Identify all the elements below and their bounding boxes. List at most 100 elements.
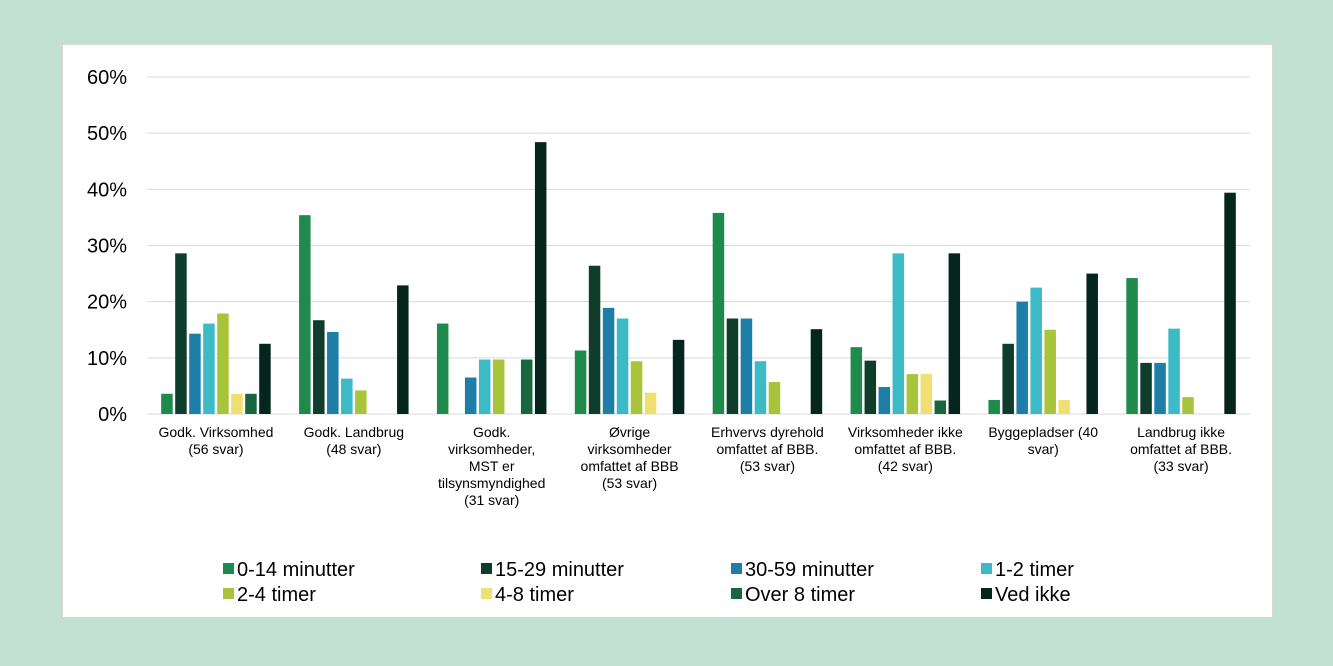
- bar-30-59-minutter: [1016, 301, 1028, 414]
- legend-label: 2-4 timer: [237, 584, 316, 606]
- bar-30-59-minutter: [602, 307, 615, 414]
- bars: [161, 142, 1236, 415]
- legend-label: Ved ikke: [995, 584, 1071, 606]
- legend-swatch: [731, 563, 742, 574]
- y-tick-label: 60%: [87, 67, 127, 89]
- bar-30-59-minutter: [878, 387, 891, 414]
- bar-15-29-minutter: [313, 320, 325, 414]
- legend-label: 1-2 timer: [995, 559, 1074, 581]
- bar-0-14-minutter: [988, 399, 1000, 414]
- legend-swatch: [981, 588, 992, 599]
- bar-15-29-minutter: [175, 253, 187, 414]
- bar-4-8-timer: [644, 392, 657, 414]
- bar-ved-ikke: [810, 329, 823, 414]
- x-category-label-line: omfattet af BBB.: [854, 441, 956, 457]
- x-category-label-line: (53 svar): [740, 458, 795, 474]
- bar-0-14-minutter: [574, 350, 587, 414]
- gridlines: [147, 76, 1250, 415]
- bar-15-29-minutter: [1002, 343, 1014, 414]
- x-category-label: Godk. Virksomhed (56 svar): [158, 424, 273, 457]
- x-category-label-line: Godk.: [473, 424, 510, 440]
- x-category-label: Øvrige virksomheder omfattet af BBB (53 sva…: [581, 424, 679, 491]
- x-category-label-line: virksomheder,: [448, 441, 535, 457]
- bar-ved-ikke: [397, 285, 409, 414]
- legend-label: 15-29 minutter: [495, 559, 624, 581]
- bar-ved-ikke: [672, 339, 685, 414]
- x-category-label: Virksomheder ikke omfattet af BBB. (42 sva…: [848, 424, 963, 474]
- x-category-label-line: (31 svar): [464, 492, 519, 508]
- x-category-label: Erhvervs dyrehold omfattet af BBB. (53 sva…: [711, 424, 824, 474]
- x-category-label-line: Godk. Virksomhed: [158, 424, 273, 440]
- y-tick-label: 0%: [98, 404, 127, 426]
- x-category-label-line: Byggepladser (40: [988, 424, 1098, 440]
- legend-item: 30-59 minutter: [731, 559, 874, 581]
- x-category-label-line: svar): [1028, 441, 1059, 457]
- legend-item: Ved ikke: [981, 584, 1071, 606]
- x-category-label-line: virksomheder: [588, 441, 672, 457]
- legend-swatch: [981, 563, 992, 574]
- bar-1-2-timer: [478, 359, 491, 414]
- bar-2-4-timer: [906, 374, 919, 414]
- legend-swatch: [223, 588, 234, 599]
- x-category-label-line: (48 svar): [326, 441, 381, 457]
- bar-1-2-timer: [616, 318, 629, 414]
- bar-15-29-minutter: [588, 265, 601, 414]
- bar-1-2-timer: [754, 361, 767, 414]
- y-tick-label: 30%: [87, 236, 127, 258]
- bar-ved-ikke: [1224, 192, 1236, 414]
- bar-2-4-timer: [630, 361, 643, 414]
- x-category-label-line: MST er: [469, 458, 515, 474]
- bar-over-8-timer: [934, 400, 947, 414]
- legend-swatch: [731, 588, 742, 599]
- y-axis-ticks: 0% 10% 20% 30% 40% 50% 60%: [87, 67, 127, 426]
- x-category-label: Godk. virksomheder, MST er tilsynsmyndighed…: [438, 424, 545, 508]
- bar-15-29-minutter: [1140, 362, 1152, 414]
- legend-label: 0-14 minutter: [237, 559, 355, 581]
- legend-swatch: [481, 588, 492, 599]
- legend-item: 1-2 timer: [981, 559, 1074, 581]
- legend-label: 4-8 timer: [495, 584, 574, 606]
- x-category-label: Godk. Landbrug (48 svar): [304, 424, 404, 457]
- x-category-label-line: (42 svar): [878, 458, 933, 474]
- bar-0-14-minutter: [436, 323, 449, 414]
- x-category-label-line: (56 svar): [188, 441, 243, 457]
- x-category-label-line: Øvrige: [609, 424, 650, 440]
- bar-30-59-minutter: [1154, 362, 1166, 414]
- bar-ved-ikke: [1086, 273, 1098, 414]
- bar-ved-ikke: [948, 253, 961, 414]
- x-category-label-line: (33 svar): [1153, 458, 1208, 474]
- x-category-label-line: Erhvervs dyrehold: [711, 424, 824, 440]
- bar-2-4-timer: [1182, 397, 1194, 414]
- bar-0-14-minutter: [850, 347, 863, 414]
- y-tick-label: 50%: [87, 123, 127, 145]
- bar-2-4-timer: [355, 390, 367, 414]
- y-tick-label: 20%: [87, 292, 127, 314]
- x-category-label-line: Godk. Landbrug: [304, 424, 404, 440]
- bar-ved-ikke: [534, 142, 547, 415]
- bar-2-4-timer: [217, 313, 229, 414]
- bar-4-8-timer: [231, 393, 243, 414]
- legend-item: 15-29 minutter: [481, 559, 624, 581]
- bar-over-8-timer: [520, 359, 533, 414]
- bar-1-2-timer: [1030, 287, 1042, 414]
- x-axis-categories: Godk. Virksomhed (56 svar)Godk. Landbrug(…: [158, 424, 1232, 508]
- x-category-label: Landbrug ikke omfattet af BBB. (33 svar): [1130, 424, 1232, 474]
- x-category-label-line: Virksomheder ikke: [848, 424, 963, 440]
- bar-2-4-timer: [1044, 329, 1056, 414]
- x-category-label-line: omfattet af BBB.: [1130, 441, 1232, 457]
- x-category-label-line: tilsynsmyndighed: [438, 475, 545, 491]
- bar-30-59-minutter: [464, 377, 477, 414]
- y-tick-label: 10%: [87, 348, 127, 370]
- x-category-label-line: Landbrug ikke: [1137, 424, 1225, 440]
- legend-swatch: [223, 563, 234, 574]
- legend-item: 2-4 timer: [223, 584, 316, 606]
- bar-chart: 0% 10% 20% 30% 40% 50% 60% Godk. Virksomhed (56…: [87, 67, 1250, 606]
- bar-0-14-minutter: [1126, 278, 1138, 414]
- bar-ved-ikke: [259, 343, 271, 414]
- bar-4-8-timer: [1058, 399, 1070, 414]
- bar-2-4-timer: [768, 381, 781, 414]
- x-category-label-line: (53 svar): [602, 475, 657, 491]
- bar-15-29-minutter: [726, 318, 739, 414]
- y-tick-label: 40%: [87, 179, 127, 201]
- bar-1-2-timer: [341, 378, 353, 414]
